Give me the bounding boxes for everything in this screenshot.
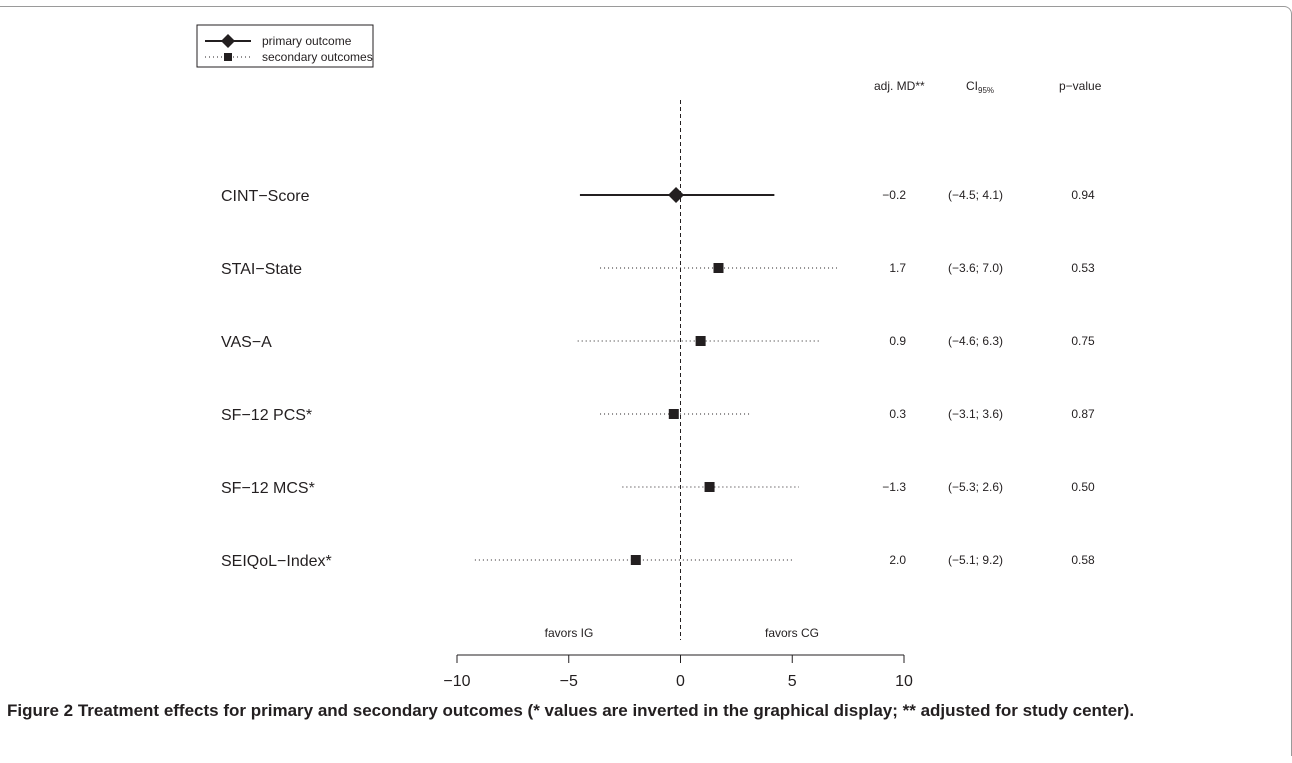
ci-value: (−3.1; 3.6): [948, 407, 1003, 421]
p-value: 0.53: [1071, 261, 1095, 275]
p-value: 0.58: [1071, 553, 1095, 567]
legend-secondary-marker: [224, 53, 232, 61]
p-value: 0.87: [1071, 407, 1095, 421]
md-value: 1.7: [889, 261, 906, 275]
ci-header-main: CI: [966, 79, 978, 93]
x-tick-label: 5: [788, 673, 797, 690]
p-header: p−value: [1059, 79, 1102, 93]
md-value: 0.3: [889, 407, 906, 421]
outcome-label: SF−12 MCS*: [221, 480, 315, 497]
point-estimate-square: [695, 336, 706, 346]
x-tick-label: −5: [560, 673, 578, 690]
favors-right: favors CG: [765, 626, 819, 640]
md-value: 0.9: [889, 334, 906, 348]
ci-header: CI95%: [966, 79, 994, 95]
outcome-label: STAI−State: [221, 261, 302, 278]
caption-label: Figure 2: [7, 701, 74, 720]
outcome-label: VAS−A: [221, 334, 272, 351]
p-value: 0.50: [1071, 480, 1095, 494]
md-value: −0.2: [882, 188, 906, 202]
ci-value: (−3.6; 7.0): [948, 261, 1003, 275]
ci-value: (−5.1; 9.2): [948, 553, 1003, 567]
figure-caption: Figure 2 Treatment effects for primary a…: [7, 699, 1282, 722]
legend-secondary-label: secondary outcomes: [262, 50, 373, 64]
ci-value: (−4.5; 4.1): [948, 188, 1003, 202]
point-estimate-square: [668, 409, 679, 419]
md-value: 2.0: [889, 553, 906, 567]
ci-header-sub: 95%: [978, 86, 994, 95]
point-estimate-square: [630, 555, 641, 565]
ci-value: (−4.6; 6.3): [948, 334, 1003, 348]
outcome-label: SEIQoL−Index*: [221, 553, 332, 570]
md-value: −1.3: [882, 480, 906, 494]
outcome-label: SF−12 PCS*: [221, 407, 312, 424]
outcome-label: CINT−Score: [221, 188, 310, 205]
ci-value: (−5.3; 2.6): [948, 480, 1003, 494]
forest-rows: CINT−Score −0.2 (−4.5; 4.1) 0.94 STAI−State 1…: [221, 187, 1095, 570]
legend-primary-label: primary outcome: [262, 34, 352, 48]
forest-plot: primary outcome secondary outcomes adj. …: [196, 24, 1102, 690]
x-axis: −10 −5 0 5 10: [443, 654, 913, 690]
favors-left: favors IG: [545, 626, 594, 640]
legend: primary outcome secondary outcomes: [196, 24, 374, 68]
point-estimate-diamond: [668, 187, 685, 203]
x-tick-label: −10: [443, 673, 470, 690]
legend-primary-marker: [221, 34, 235, 48]
p-value: 0.94: [1071, 188, 1095, 202]
point-estimate-square: [704, 482, 715, 492]
caption-text: Treatment effects for primary and second…: [73, 701, 1135, 720]
md-header: adj. MD**: [874, 79, 925, 93]
point-estimate-square: [713, 263, 724, 273]
p-value: 0.75: [1071, 334, 1095, 348]
x-tick-label: 0: [676, 673, 685, 690]
x-tick-label: 10: [895, 673, 913, 690]
